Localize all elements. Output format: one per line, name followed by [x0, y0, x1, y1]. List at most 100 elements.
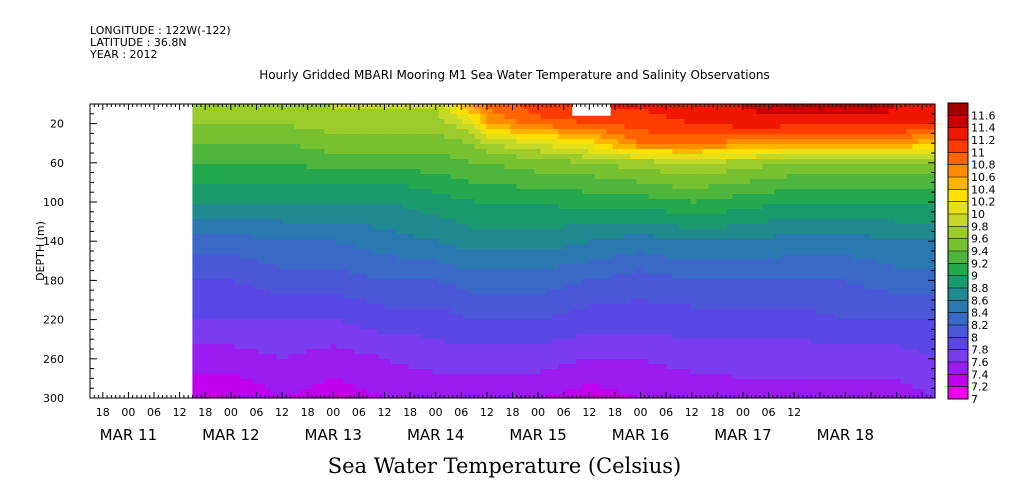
heatmap-cell — [384, 389, 391, 395]
heatmap-cell — [270, 329, 277, 335]
heatmap-cell — [300, 349, 307, 355]
heatmap-cell — [336, 204, 343, 210]
heatmap-cell — [438, 119, 445, 125]
heatmap-cell — [642, 129, 649, 135]
heatmap-cell — [666, 289, 673, 295]
heatmap-cell — [354, 149, 361, 155]
heatmap-cell — [276, 294, 283, 300]
heatmap-cell — [636, 209, 643, 215]
heatmap-cell — [528, 144, 535, 150]
heatmap-cell — [258, 349, 265, 355]
heatmap-cell — [474, 184, 481, 190]
heatmap-cell — [612, 314, 619, 320]
heatmap-cell — [594, 204, 601, 210]
heatmap-cell — [564, 369, 571, 375]
heatmap-cell — [696, 119, 703, 125]
heatmap-cell — [444, 384, 451, 390]
heatmap-cell — [636, 329, 643, 335]
heatmap-cell — [258, 384, 265, 390]
heatmap-cell — [534, 359, 541, 365]
heatmap-cell — [294, 324, 301, 330]
heatmap-cell — [306, 234, 313, 240]
heatmap-cell — [378, 379, 385, 385]
heatmap-cell — [282, 189, 289, 195]
heatmap-cell — [234, 259, 241, 265]
heatmap-cell — [276, 154, 283, 160]
heatmap-cell — [504, 304, 511, 310]
heatmap-cell — [198, 329, 205, 335]
heatmap-cell — [456, 364, 463, 370]
heatmap-cell — [588, 234, 595, 240]
heatmap-cell — [354, 244, 361, 250]
heatmap-cell — [318, 224, 325, 230]
heatmap-cell — [306, 324, 313, 330]
heatmap-cell — [348, 329, 355, 335]
heatmap-cell — [576, 334, 583, 340]
heatmap-cell — [216, 389, 223, 395]
heatmap-cell — [624, 374, 631, 380]
heatmap-cell — [468, 144, 475, 150]
heatmap-cell — [264, 234, 271, 240]
heatmap-cell — [402, 249, 409, 255]
heatmap-cell — [660, 169, 667, 175]
heatmap-cell — [258, 239, 265, 245]
heatmap-cell — [330, 149, 337, 155]
heatmap-cell — [300, 214, 307, 220]
heatmap-cell — [672, 374, 679, 380]
heatmap-cell — [528, 244, 535, 250]
heatmap-cell — [642, 244, 649, 250]
heatmap-cell — [588, 149, 595, 155]
heatmap-cell — [378, 234, 385, 240]
heatmap-cell — [534, 379, 541, 385]
heatmap-cell — [618, 144, 625, 150]
heatmap-cell — [372, 304, 379, 310]
heatmap-cell — [288, 219, 295, 225]
heatmap-cell — [240, 309, 247, 315]
heatmap-cell — [348, 199, 355, 205]
heatmap-cell — [582, 124, 589, 130]
heatmap-cell — [342, 289, 349, 295]
heatmap-cell — [396, 194, 403, 200]
heatmap-cell — [444, 379, 451, 385]
heatmap-cell — [654, 174, 661, 180]
heatmap-cell — [306, 239, 313, 245]
heatmap-cell — [684, 319, 691, 325]
heatmap-cell — [336, 334, 343, 340]
heatmap-cell — [648, 384, 655, 390]
heatmap-cell — [306, 304, 313, 310]
heatmap-cell — [672, 114, 679, 120]
heatmap-cell — [540, 154, 547, 160]
heatmap-cell — [660, 274, 667, 280]
heatmap-cell — [348, 214, 355, 220]
heatmap-cell — [522, 319, 529, 325]
heatmap-cell — [504, 184, 511, 190]
heatmap-cell — [498, 199, 505, 205]
heatmap-cell — [450, 234, 457, 240]
heatmap-cell — [354, 269, 361, 275]
heatmap-cell — [546, 269, 553, 275]
heatmap-cell — [528, 324, 535, 330]
heatmap-cell — [672, 314, 679, 320]
heatmap-cell — [474, 364, 481, 370]
heatmap-cell — [240, 139, 247, 145]
heatmap-cell — [540, 284, 547, 290]
heatmap-cell — [318, 299, 325, 305]
heatmap-cell — [300, 144, 307, 150]
heatmap-cell — [552, 129, 559, 135]
heatmap-cell — [540, 179, 547, 185]
heatmap-cell — [570, 309, 577, 315]
heatmap-cell — [342, 219, 349, 225]
heatmap-cell — [564, 174, 571, 180]
heatmap-cell — [678, 124, 685, 130]
heatmap-cell — [546, 279, 553, 285]
heatmap-cell — [210, 284, 217, 290]
heatmap-cell — [300, 324, 307, 330]
heatmap-cell — [588, 244, 595, 250]
heatmap-cell — [348, 344, 355, 350]
heatmap-cell — [210, 144, 217, 150]
heatmap-cell — [540, 329, 547, 335]
heatmap-cell — [450, 264, 457, 270]
heatmap-cell — [378, 269, 385, 275]
heatmap-cell — [192, 299, 199, 305]
heatmap-cell — [672, 229, 679, 235]
